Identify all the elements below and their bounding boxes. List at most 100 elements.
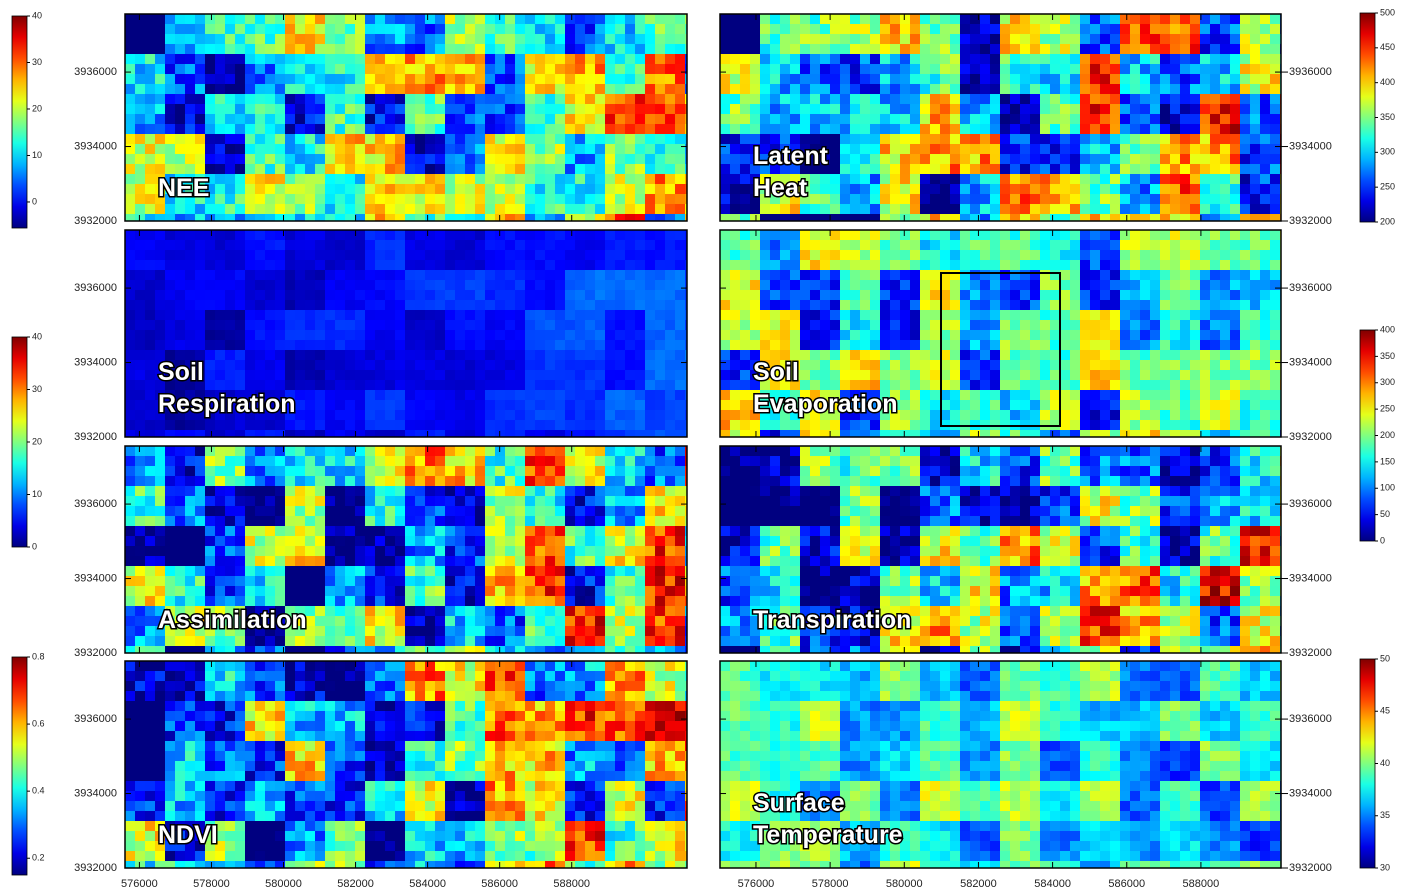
raster-cell bbox=[575, 456, 585, 466]
raster-cell bbox=[605, 646, 615, 653]
raster-cell bbox=[305, 831, 315, 841]
raster-cell bbox=[325, 330, 335, 340]
raster-cell bbox=[315, 781, 325, 791]
raster-cell bbox=[595, 831, 605, 841]
raster-cell bbox=[435, 184, 445, 194]
raster-cell bbox=[325, 646, 335, 653]
raster-cell bbox=[255, 360, 265, 370]
raster-cell bbox=[375, 751, 385, 761]
raster-cell bbox=[205, 661, 215, 671]
raster-cell bbox=[455, 731, 465, 741]
raster-cell bbox=[185, 44, 195, 54]
raster-cell bbox=[505, 360, 515, 370]
raster-cell bbox=[395, 410, 405, 420]
raster-cell bbox=[395, 350, 405, 360]
raster-cell bbox=[445, 486, 455, 496]
raster-cell bbox=[605, 701, 615, 711]
raster-cell bbox=[535, 761, 545, 771]
raster-cell bbox=[565, 64, 575, 74]
raster-cell bbox=[165, 124, 175, 134]
raster-cell bbox=[880, 14, 890, 24]
raster-cell bbox=[465, 14, 475, 24]
raster-cell bbox=[205, 681, 215, 691]
raster-cell bbox=[585, 260, 595, 270]
raster-cell bbox=[525, 701, 535, 711]
raster-cell bbox=[635, 446, 645, 456]
raster-cell bbox=[555, 204, 565, 214]
raster-cell bbox=[275, 134, 285, 144]
raster-cell bbox=[345, 400, 355, 410]
raster-cell bbox=[515, 606, 525, 616]
raster-cell bbox=[615, 400, 625, 410]
raster-cell bbox=[665, 174, 675, 184]
raster-cell bbox=[135, 681, 145, 691]
raster-cell bbox=[385, 761, 395, 771]
raster-cell bbox=[525, 526, 535, 536]
raster-cell bbox=[515, 486, 525, 496]
raster-cell bbox=[235, 476, 245, 486]
raster-cell bbox=[165, 771, 175, 781]
raster-cell bbox=[535, 14, 545, 24]
raster-cell bbox=[535, 184, 545, 194]
raster-cell bbox=[375, 54, 385, 64]
raster-cell bbox=[255, 34, 265, 44]
raster-cell bbox=[235, 466, 245, 476]
raster-cell bbox=[1040, 24, 1050, 34]
raster-cell bbox=[545, 380, 555, 390]
raster-cell bbox=[265, 360, 275, 370]
raster-cell bbox=[525, 370, 535, 380]
raster-cell bbox=[545, 661, 555, 671]
raster-cell bbox=[455, 124, 465, 134]
raster-cell bbox=[435, 74, 445, 84]
raster-cell bbox=[575, 250, 585, 260]
raster-cell bbox=[295, 250, 305, 260]
raster-cell bbox=[445, 466, 455, 476]
raster-cell bbox=[385, 124, 395, 134]
raster-cell bbox=[345, 586, 355, 596]
raster-cell bbox=[655, 691, 665, 701]
raster-cell bbox=[555, 751, 565, 761]
raster-cell bbox=[425, 851, 435, 861]
raster-cell bbox=[305, 751, 315, 761]
raster-cell bbox=[135, 240, 145, 250]
raster-cell bbox=[265, 340, 275, 350]
raster-cell bbox=[245, 54, 255, 64]
raster-cell bbox=[195, 154, 205, 164]
raster-cell bbox=[545, 430, 555, 437]
raster-cell bbox=[375, 154, 385, 164]
raster-cell bbox=[405, 64, 415, 74]
raster-cell bbox=[405, 310, 415, 320]
raster-cell bbox=[495, 154, 505, 164]
raster-cell bbox=[155, 496, 165, 506]
raster-cell bbox=[425, 94, 435, 104]
raster-cell bbox=[375, 300, 385, 310]
raster-cell bbox=[565, 751, 575, 761]
raster-cell bbox=[165, 300, 175, 310]
raster-cell bbox=[535, 164, 545, 174]
raster-cell bbox=[505, 861, 515, 868]
raster-cell bbox=[425, 496, 435, 506]
raster-cell bbox=[1090, 24, 1100, 34]
raster-cell bbox=[505, 194, 515, 204]
raster-cell bbox=[215, 174, 225, 184]
raster-cell bbox=[655, 104, 665, 114]
raster-cell bbox=[665, 831, 675, 841]
raster-cell bbox=[505, 214, 515, 221]
raster-cell bbox=[125, 350, 135, 360]
raster-cell bbox=[655, 751, 665, 761]
raster-cell bbox=[535, 626, 545, 636]
raster-cell bbox=[245, 596, 255, 606]
raster-cell bbox=[425, 370, 435, 380]
raster-cell bbox=[265, 821, 275, 831]
raster-cell bbox=[355, 64, 365, 74]
raster-cell bbox=[185, 566, 195, 576]
raster-cell bbox=[245, 34, 255, 44]
raster-cell bbox=[565, 466, 575, 476]
raster-cell bbox=[475, 701, 485, 711]
raster-cell bbox=[445, 536, 455, 546]
raster-cell bbox=[615, 691, 625, 701]
raster-cell bbox=[315, 646, 325, 653]
raster-cell bbox=[525, 260, 535, 270]
raster-cell bbox=[495, 456, 505, 466]
raster-cell bbox=[215, 811, 225, 821]
